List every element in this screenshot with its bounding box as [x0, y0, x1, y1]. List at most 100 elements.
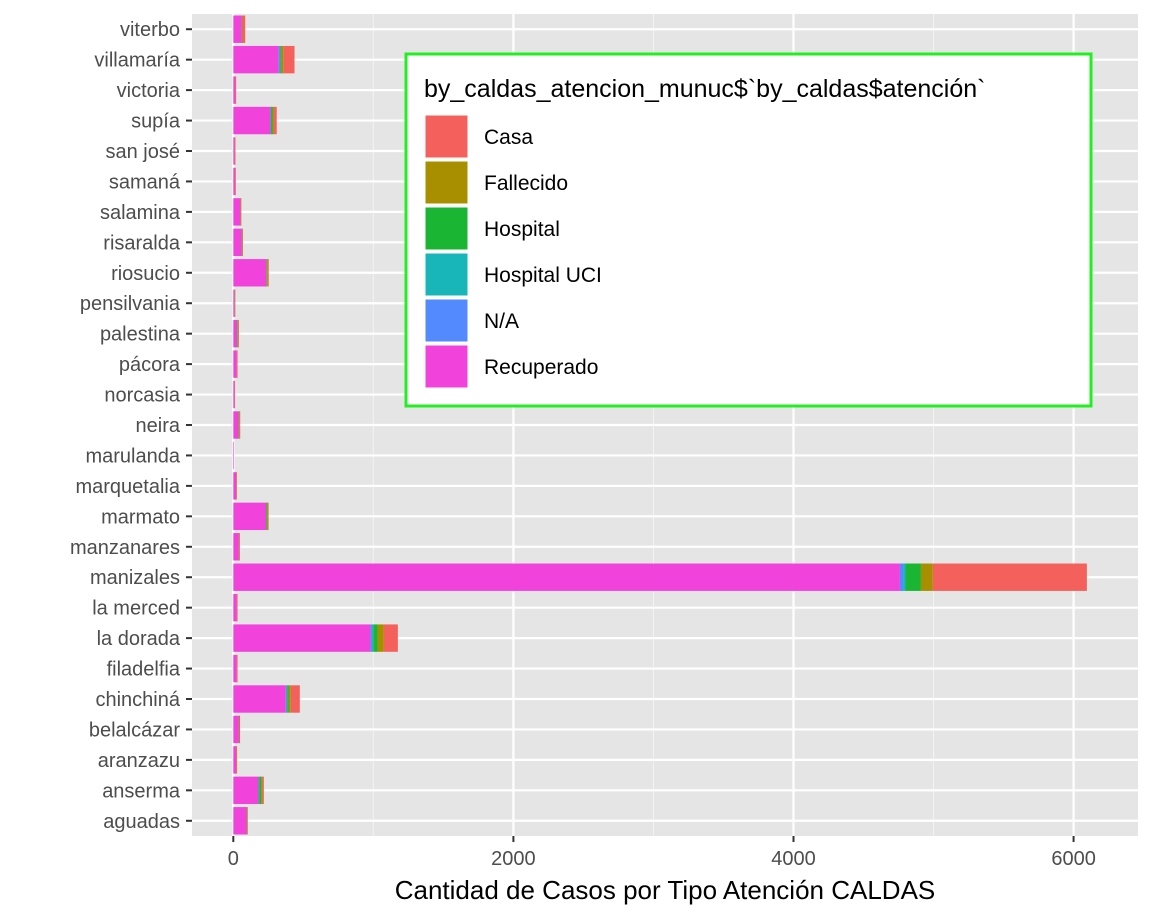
legend-box	[404, 52, 1093, 408]
x-tick-label-2000: 2000	[491, 848, 536, 870]
bar-manizales-casa	[932, 563, 1087, 591]
bar-marulanda-recuperado	[233, 441, 234, 470]
bar-riosucio-casa	[267, 259, 269, 287]
y-tick-label-pensilvania: pensilvania	[80, 293, 181, 315]
y-tick-label-manzanares: manzanares	[70, 537, 180, 559]
bar-anserma-casa	[262, 776, 264, 805]
bar-villamaria-casa	[283, 45, 295, 74]
x-axis: 0 2000 4000 6000	[228, 836, 1096, 870]
y-tick-label-salamina: salamina	[100, 202, 181, 224]
bar-risaralda-recuperado	[233, 228, 242, 257]
bar-norcasia-recuperado	[233, 380, 235, 409]
bar-supia-fallecido	[272, 106, 274, 135]
bar-norcasia-casa	[234, 380, 236, 409]
bar-belalcazar-recuperado	[233, 715, 239, 744]
y-tick-label-neira: neira	[136, 415, 181, 437]
bar-marquetalia-casa	[236, 472, 237, 500]
bar-la-dorada-hospital	[373, 624, 378, 652]
bar-manizales-n-a	[899, 563, 904, 591]
bar-salamina-casa	[240, 198, 242, 226]
bar-manzanares-casa	[239, 533, 240, 561]
bar-chinchina-casa	[290, 685, 300, 713]
legend-title: by_caldas_atencion_munuc$`by_caldas$aten…	[424, 75, 986, 103]
legend-label-recuperado: Recuperado	[484, 356, 598, 379]
y-tick-label-samana: samaná	[109, 171, 181, 193]
bar-manizales-fallecido	[920, 563, 933, 591]
bar-la-dorada-fallecido	[377, 624, 384, 652]
bar-la-dorada-n-a	[370, 624, 372, 652]
bar-marmato-recuperado	[233, 502, 267, 531]
bar-la-merced-recuperado	[233, 593, 237, 622]
y-tick-label-palestina: palestina	[100, 324, 181, 346]
bar-victoria-casa	[235, 76, 237, 104]
y-tick-label-marulanda: marulanda	[85, 445, 180, 467]
y-tick-label-villamaria: villamaría	[94, 50, 180, 72]
bar-aranzazu-casa	[236, 746, 238, 774]
bar-neira-casa	[239, 411, 241, 439]
y-tick-label-filadelfia: filadelfia	[107, 659, 181, 681]
legend-swatch-hospital	[424, 206, 469, 251]
y-tick-label-manizales: manizales	[90, 567, 180, 589]
bar-anserma-recuperado	[233, 776, 259, 805]
bar-aranzazu-recuperado	[233, 746, 237, 774]
bar-aguadas-casa	[247, 807, 248, 835]
bar-filadelfia-casa	[236, 654, 238, 683]
bar-chinchina-hospital	[287, 685, 289, 713]
y-tick-label-anserma: anserma	[102, 780, 181, 802]
x-axis-title: Cantidad de Casos por Tipo Atención CALD…	[395, 875, 936, 905]
y-tick-label-risaralda: risaralda	[103, 232, 181, 254]
bar-la-dorada-casa	[383, 624, 398, 652]
bar-marmato-casa	[268, 502, 269, 531]
bar-marmato-hospital	[266, 502, 268, 531]
legend-label-n-a: N/A	[484, 310, 519, 333]
legend: by_caldas_atencion_munuc$`by_caldas$aten…	[404, 52, 1093, 408]
bar-palestina-fallecido	[237, 319, 239, 348]
y-tick-label-norcasia: norcasia	[104, 385, 180, 407]
bar-villamaria-fallecido	[281, 45, 284, 74]
legend-swatch-recuperado	[424, 344, 469, 389]
bar-san-jose-casa	[234, 137, 236, 165]
bar-marmato-fallecido	[267, 502, 269, 531]
bar-samana-recuperado	[233, 167, 235, 196]
bar-manizales-recuperado	[233, 563, 900, 591]
y-tick-label-chinchina: chinchiná	[95, 689, 180, 711]
bar-belalcazar-casa	[239, 715, 241, 744]
y-tick-label-victoria: victoria	[117, 80, 181, 102]
bar-supia-recuperado	[233, 106, 271, 135]
bar-chinchina-fallecido	[288, 685, 291, 713]
bar-marquetalia-recuperado	[233, 472, 237, 500]
bar-pacora-recuperado	[233, 350, 237, 378]
bar-riosucio-fallecido	[266, 259, 268, 287]
legend-swatch-n-a	[424, 298, 469, 343]
bar-supia-casa	[273, 106, 277, 135]
bar-anserma-fallecido	[261, 776, 263, 805]
y-tick-label-viterbo: viterbo	[120, 19, 180, 41]
bars	[233, 15, 1087, 835]
legend-label-hospital-uci: Hospital UCI	[484, 264, 602, 287]
y-tick-label-la-merced: la merced	[92, 598, 180, 620]
bar-manzanares-recuperado	[233, 533, 239, 561]
y-axis: aguadas anserma aranzazu belalcázar chinchin…	[70, 19, 192, 833]
bar-la-dorada-recuperado	[233, 624, 371, 652]
y-tick-label-la-dorada: la dorada	[97, 628, 181, 650]
bar-victoria-recuperado	[233, 76, 236, 104]
bar-chinchina-hospital-uci	[286, 685, 288, 713]
bar-villamaria-hospital-uci	[279, 45, 281, 74]
legend-items: Casa Fallecido Hospital Hospital UCI N/A Recu…	[424, 114, 602, 389]
bar-pacora-casa	[236, 350, 238, 378]
bar-palestina-hospital	[237, 319, 238, 348]
bar-palestina-casa	[238, 319, 239, 348]
bar-salamina-recuperado	[233, 198, 241, 226]
bar-supia-hospital	[271, 106, 273, 135]
x-tick-label-6000: 6000	[1051, 848, 1096, 870]
bar-neira-fallecido	[239, 411, 240, 439]
bar-villamaria-hospital	[280, 45, 282, 74]
x-tick-label-0: 0	[228, 848, 239, 870]
bar-anserma-hospital-uci	[258, 776, 260, 805]
y-tick-label-aranzazu: aranzazu	[98, 750, 180, 772]
bar-viterbo-recuperado	[233, 15, 242, 43]
bar-san-jose-recuperado	[233, 137, 235, 165]
bar-pensilvania-recuperado	[233, 289, 235, 317]
bar-viterbo-fallecido	[241, 15, 243, 43]
bar-pensilvania-fallecido	[234, 289, 236, 317]
